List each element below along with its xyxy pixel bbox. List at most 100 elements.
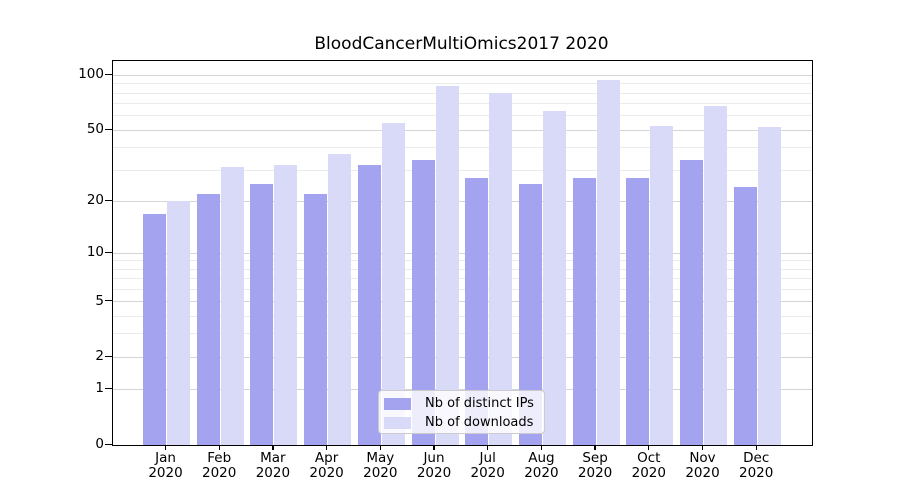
gridline-major-100: [113, 74, 812, 76]
x-tick-label-line: Mar: [260, 450, 286, 466]
legend-item-distinct-ips: Nb of distinct IPs: [384, 394, 538, 413]
bar-distinct-ips-oct: [626, 178, 650, 445]
y-tick-label-5: 5: [95, 292, 104, 309]
gridline-minor-7: [113, 277, 812, 279]
gridline-minor-3: [113, 333, 812, 335]
y-tick-label-100: 100: [78, 66, 104, 83]
x-tick-label-nov: Nov 2020: [674, 451, 732, 481]
x-tick-label-oct: Oct 2020: [620, 451, 678, 481]
bar-downloads-mar: [274, 165, 298, 445]
bar-downloads-feb: [220, 167, 244, 445]
y-tick-label-20: 20: [86, 192, 104, 209]
x-tick-mark-apr: [325, 445, 328, 450]
x-tick-label-line: Feb: [207, 450, 232, 466]
y-tick-mark-0: [105, 443, 112, 445]
gridline-major-10: [113, 252, 812, 254]
gridline-minor-30: [113, 169, 812, 171]
x-tick-mark-may: [379, 445, 381, 450]
x-tick-label-line: 2020: [685, 465, 720, 481]
y-tick-mark-10: [105, 251, 112, 253]
bar-distinct-ips-apr: [304, 193, 328, 445]
x-tick-label-line: Aug: [528, 450, 555, 466]
bar-distinct-ips-jun: [411, 160, 435, 445]
x-tick-mark-feb: [218, 445, 220, 450]
gridline-major-5: [113, 301, 812, 303]
gridline-minor-6: [113, 288, 812, 290]
bar-downloads-apr: [328, 153, 352, 445]
bar-distinct-ips-feb: [196, 193, 220, 445]
x-tick-mark-jan: [164, 445, 167, 450]
x-tick-label-line: 2020: [631, 465, 666, 481]
x-tick-label-jan: Jan 2020: [137, 451, 195, 481]
bar-downloads-jun: [435, 86, 459, 445]
bar-distinct-ips-dec: [733, 187, 757, 445]
x-tick-label-jul: Jul 2020: [459, 451, 517, 481]
y-tick-mark-100: [105, 73, 112, 76]
bar-downloads-sep: [596, 79, 620, 445]
bar-distinct-ips-aug: [518, 184, 542, 445]
y-tick-label-10: 10: [86, 244, 104, 260]
x-tick-mark-sep: [594, 445, 596, 450]
x-tick-label-line: 2020: [739, 465, 774, 481]
x-tick-label-feb: Feb 2020: [190, 451, 248, 481]
bar-distinct-ips-mar: [250, 184, 274, 445]
gridline-minor-90: [113, 83, 812, 85]
y-tick-mark-50: [105, 128, 112, 131]
legend-swatch-downloads: [384, 416, 411, 429]
y-tick-mark-2: [105, 355, 112, 357]
bar-distinct-ips-nov: [680, 160, 703, 445]
x-tick-label-aug: Aug 2020: [512, 451, 570, 481]
gridline-major-20: [113, 200, 812, 202]
x-tick-label-line: Sep: [582, 450, 608, 466]
x-tick-label-line: Oct: [637, 450, 661, 466]
bar-downloads-jan: [167, 201, 190, 445]
x-tick-label-dec: Dec 2020: [727, 451, 785, 481]
y-tick-mark-5: [105, 300, 112, 302]
x-tick-mark-dec: [755, 445, 757, 450]
x-tick-label-line: May: [366, 450, 395, 466]
legend-item-downloads: Nb of downloads: [384, 413, 538, 432]
x-tick-label-line: 2020: [577, 465, 613, 481]
gridline-minor-40: [113, 147, 812, 149]
x-tick-mark-aug: [540, 445, 543, 450]
gridline-minor-8: [113, 268, 812, 270]
bar-downloads-may: [381, 122, 405, 445]
gridline-major-50: [113, 129, 812, 131]
bar-downloads-dec: [757, 127, 781, 445]
x-tick-label-line: 2020: [148, 465, 183, 481]
x-tick-label-line: Apr: [314, 450, 339, 466]
bar-downloads-nov: [704, 105, 727, 445]
legend-label-distinct-ips: Nb of distinct IPs: [425, 396, 534, 411]
bar-downloads-aug: [542, 110, 566, 445]
x-tick-label-line: 2020: [416, 465, 452, 481]
x-tick-label-line: Nov: [689, 450, 716, 466]
gridline-major-2: [113, 356, 812, 358]
x-tick-label-line: 2020: [255, 465, 291, 481]
y-tick-label-0: 0: [95, 436, 104, 452]
bar-distinct-ips-sep: [572, 178, 596, 445]
y-tick-label-2: 2: [95, 348, 104, 365]
gridline-minor-70: [113, 103, 812, 105]
y-tick-label-50: 50: [86, 121, 104, 138]
x-tick-label-line: 2020: [524, 465, 559, 481]
gridline-major-1: [113, 388, 812, 390]
x-tick-mark-oct: [648, 445, 650, 450]
bar-downloads-oct: [650, 125, 674, 445]
gridline-minor-80: [113, 92, 812, 94]
x-tick-label-line: 2020: [470, 465, 505, 481]
x-tick-label-mar: Mar 2020: [244, 451, 302, 481]
y-tick-label-1: 1: [95, 380, 104, 397]
x-tick-mark-mar: [272, 445, 274, 450]
x-tick-label-line: Jan: [155, 450, 176, 466]
x-tick-label-line: Jun: [423, 450, 445, 466]
y-tick-mark-1: [105, 387, 112, 390]
x-tick-mark-nov: [701, 445, 704, 450]
x-tick-label-line: 2020: [363, 465, 398, 481]
chart-title: BloodCancerMultiOmics2017 2020: [314, 34, 609, 54]
x-tick-mark-jul: [487, 445, 489, 450]
x-tick-label-jun: Jun 2020: [405, 451, 463, 481]
gridline-minor-60: [113, 115, 812, 117]
y-tick-mark-20: [105, 199, 112, 202]
x-tick-label-line: 2020: [202, 465, 237, 481]
gridline-minor-9: [113, 260, 812, 262]
